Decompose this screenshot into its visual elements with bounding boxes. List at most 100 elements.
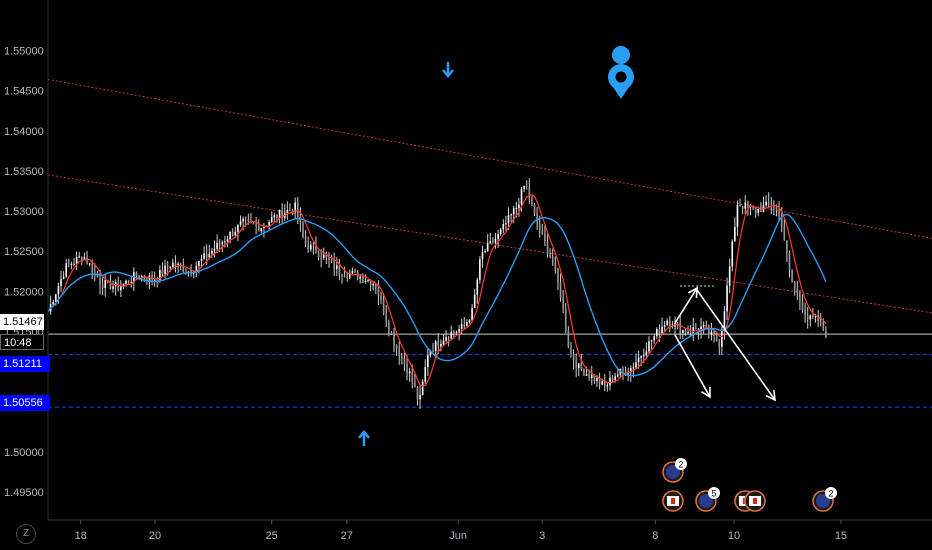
candle-body bbox=[809, 315, 812, 320]
candle-body bbox=[531, 198, 533, 205]
y-tick-label: 1.54000 bbox=[4, 126, 44, 138]
candle-body bbox=[796, 288, 799, 294]
y-tick-label: 1.53000 bbox=[4, 206, 44, 218]
candle-body bbox=[367, 280, 369, 282]
event-icon-au[interactable]: 2 bbox=[812, 487, 837, 512]
candle-body bbox=[411, 371, 414, 382]
level-2-badge: 1.50556 bbox=[0, 395, 50, 411]
candle-body bbox=[825, 330, 827, 338]
candle-body bbox=[661, 326, 663, 334]
x-axis: 18 20 25 27 Jun 3 8 10 15 bbox=[48, 519, 932, 542]
candle-body bbox=[799, 293, 801, 302]
candle-body bbox=[335, 265, 338, 269]
candle-body bbox=[812, 315, 814, 317]
candle-body bbox=[138, 275, 140, 279]
candle-body bbox=[528, 186, 531, 199]
y-tick-label: 1.49500 bbox=[4, 487, 44, 499]
candle-body bbox=[775, 206, 778, 211]
candle-body bbox=[822, 321, 825, 331]
candle-body bbox=[346, 276, 348, 278]
candle-body bbox=[362, 276, 364, 283]
candle-body bbox=[757, 208, 760, 213]
candle-body bbox=[577, 363, 580, 369]
candle-body bbox=[632, 367, 635, 369]
candle-body bbox=[257, 225, 260, 232]
candle-body bbox=[583, 369, 585, 376]
candle-body bbox=[127, 280, 130, 283]
candle-body bbox=[91, 263, 94, 273]
candle-body bbox=[616, 374, 619, 377]
candle-body bbox=[88, 263, 91, 265]
candle-body bbox=[299, 216, 302, 224]
location-pin-hole bbox=[615, 71, 627, 83]
candle-body bbox=[224, 241, 226, 243]
candle-body bbox=[739, 204, 741, 206]
candle-body bbox=[83, 256, 86, 261]
candle-body bbox=[247, 219, 250, 221]
candle-body bbox=[518, 204, 520, 208]
event-icon-ca[interactable] bbox=[744, 490, 766, 512]
candle-body bbox=[682, 329, 684, 334]
candle-body bbox=[164, 265, 166, 275]
candle-body bbox=[614, 376, 616, 381]
candle-body bbox=[653, 336, 656, 341]
candle-body bbox=[726, 285, 728, 312]
candle-body bbox=[580, 363, 583, 370]
axis-settings-button[interactable]: Z bbox=[16, 524, 36, 544]
trendline-upper-resistance bbox=[47, 78, 932, 239]
candle-body bbox=[291, 210, 294, 213]
candle-body bbox=[351, 270, 354, 274]
event-count-bubble bbox=[675, 458, 687, 470]
candle-body bbox=[778, 210, 780, 217]
candle-body bbox=[218, 242, 221, 245]
candle-body bbox=[575, 360, 577, 369]
x-tick-label: 18 bbox=[75, 530, 87, 542]
candle-body bbox=[78, 256, 81, 258]
event-icons[interactable]: 2 5 2 bbox=[662, 458, 837, 512]
x-tick-label: 25 bbox=[266, 530, 278, 542]
candle-body bbox=[731, 241, 734, 267]
candle-body bbox=[432, 350, 434, 352]
projection-arrows bbox=[674, 285, 776, 402]
candle-body bbox=[315, 245, 317, 254]
event-icon-au[interactable]: 5 bbox=[695, 487, 720, 512]
candle-body bbox=[708, 326, 710, 335]
candle-body bbox=[429, 350, 432, 356]
candle-body bbox=[388, 321, 390, 332]
candle-body bbox=[806, 315, 809, 320]
ca-flag-leaf bbox=[753, 498, 757, 504]
candle-body bbox=[94, 272, 96, 274]
candle-body bbox=[205, 253, 208, 258]
candle-body bbox=[780, 216, 783, 227]
candle-body bbox=[304, 236, 307, 245]
candle-body bbox=[52, 302, 55, 305]
candle-body bbox=[68, 263, 70, 265]
candle-body bbox=[382, 299, 385, 314]
candle-body bbox=[307, 244, 309, 250]
event-count-label: 5 bbox=[711, 489, 716, 499]
markers bbox=[358, 46, 634, 446]
candle-body bbox=[260, 227, 263, 232]
candle-body bbox=[65, 263, 68, 277]
candle-body bbox=[700, 326, 702, 331]
candle-body bbox=[195, 265, 198, 272]
event-icon-au[interactable]: 2 bbox=[662, 458, 687, 483]
candle-body bbox=[434, 340, 437, 352]
candle-body bbox=[372, 283, 375, 286]
candle-body bbox=[744, 202, 747, 209]
candle-body bbox=[541, 230, 544, 234]
candle-body bbox=[458, 329, 460, 332]
au-flag-icon bbox=[666, 465, 680, 479]
candle-body bbox=[414, 381, 416, 388]
candle-body bbox=[169, 267, 172, 269]
candle-body bbox=[567, 330, 570, 347]
candle-body bbox=[406, 364, 408, 374]
projection-arrow-down-2 bbox=[696, 289, 776, 401]
candle-body bbox=[692, 327, 695, 333]
candle-body bbox=[442, 340, 445, 345]
event-icon-ca[interactable] bbox=[662, 490, 684, 512]
candle-body bbox=[642, 355, 645, 357]
candle-body bbox=[715, 335, 718, 342]
candle-body bbox=[343, 276, 346, 278]
